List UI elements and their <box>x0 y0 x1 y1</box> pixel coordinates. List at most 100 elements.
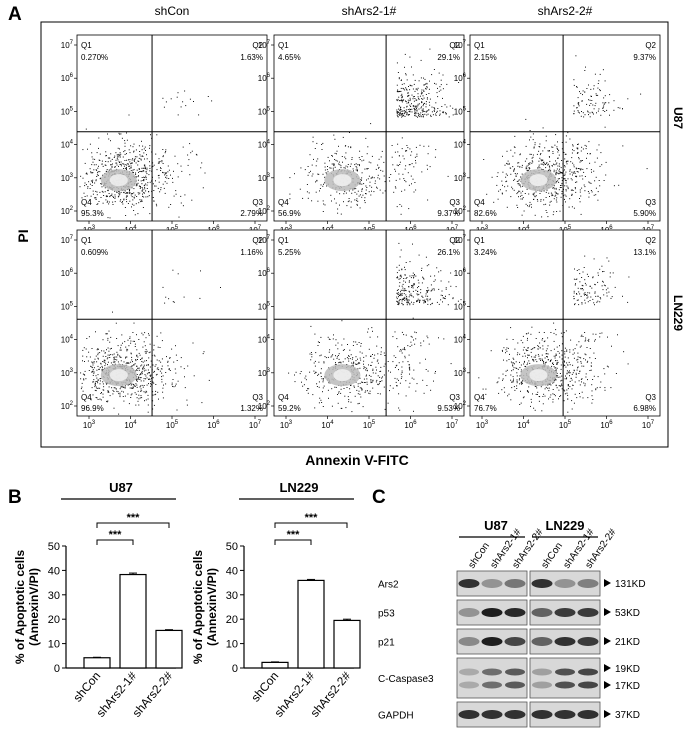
size-marker-arrow-3 <box>604 664 611 672</box>
q4-label: Q4 <box>81 393 92 402</box>
plot-border <box>469 34 661 222</box>
population-core <box>109 174 128 187</box>
significance-label-1: *** <box>127 512 141 524</box>
bar-0 <box>261 661 289 669</box>
y-tick-label: 10 <box>226 639 238 651</box>
size-marker-label-0: 131KD <box>615 579 646 590</box>
size-marker-label-3: 19KD <box>615 664 640 675</box>
y-tick-label: 107 <box>61 40 74 50</box>
band-19kd <box>482 668 502 676</box>
band-19kd <box>578 668 598 676</box>
row-label-0: U87 <box>671 107 685 129</box>
significance-label-0: *** <box>109 529 123 541</box>
band <box>504 608 526 617</box>
y-tick-label: 105 <box>258 301 271 311</box>
q1-value: 0.270% <box>81 53 108 62</box>
q1-value: 0.609% <box>81 248 108 257</box>
x-tick-label: 107 <box>249 420 262 430</box>
lane-label-0-0: shCon <box>466 541 492 571</box>
q2-value: 13.1% <box>633 248 656 257</box>
q3-label: Q3 <box>645 393 656 402</box>
y-tick-label: 105 <box>454 106 467 116</box>
y-tick-label: 106 <box>258 73 271 83</box>
scatter-points <box>80 269 221 415</box>
category-label-0: shCon <box>70 669 103 705</box>
q3-label: Q3 <box>449 393 460 402</box>
size-marker-arrow-0 <box>604 579 611 587</box>
lane-label-1-0: shCon <box>539 541 565 571</box>
q2-label: Q2 <box>645 41 656 50</box>
q4-label: Q4 <box>474 198 485 207</box>
y-tick-label: 0 <box>54 663 60 675</box>
band <box>481 710 503 719</box>
band-17kd <box>482 681 502 689</box>
y-tick-label: 105 <box>454 301 467 311</box>
q1-value: 2.15% <box>474 53 497 62</box>
chart-title: LN229 <box>279 480 318 495</box>
y-tick-label: 103 <box>61 173 74 183</box>
chart-title: U87 <box>109 480 133 495</box>
band-19kd <box>532 668 552 676</box>
q3-value: 1.32% <box>240 404 263 413</box>
q3-value: 6.98% <box>633 404 656 413</box>
size-marker-label-5: 37KD <box>615 710 640 721</box>
band-19kd <box>459 668 479 676</box>
x-tick-label: 104 <box>321 420 334 430</box>
flow-plot-0-2: Q1 2.15% Q2 9.37% Q3 5.90% Q4 82.6% 102 103 104 105… <box>454 34 661 235</box>
x-tick-label: 106 <box>207 420 220 430</box>
y-tick-label: 107 <box>258 40 271 50</box>
bar-2 <box>155 629 183 669</box>
y-axis-label-line1: % of Apoptotic cells <box>13 550 27 665</box>
x-tick-label: 107 <box>642 420 655 430</box>
q1-value: 4.65% <box>278 53 301 62</box>
x-tick-label: 104 <box>124 420 137 430</box>
q3-label: Q3 <box>645 198 656 207</box>
y-tick-label: 105 <box>61 301 74 311</box>
y-tick-label: 102 <box>454 401 467 411</box>
panel-a-frame <box>40 21 669 448</box>
band-17kd <box>555 681 575 689</box>
q3-value: 9.37% <box>437 209 460 218</box>
y-tick-label: 103 <box>454 368 467 378</box>
x-tick-label: 105 <box>363 420 376 430</box>
band <box>481 608 503 617</box>
plot-border <box>273 34 465 222</box>
y-tick-label: 104 <box>258 140 271 150</box>
q2-value: 29.1% <box>437 53 460 62</box>
y-tick-label: 0 <box>232 663 238 675</box>
panel-letter-b: B <box>8 487 22 508</box>
significance-label-0: *** <box>287 529 301 541</box>
column-title-2: shArs2-2# <box>538 4 593 18</box>
band <box>481 579 503 588</box>
q1-label: Q1 <box>81 41 92 50</box>
q2-value: 1.63% <box>240 53 263 62</box>
band-19kd <box>555 668 575 676</box>
significance-bracket-1 <box>274 522 348 528</box>
plot-border <box>273 229 465 417</box>
q1-label: Q1 <box>81 236 92 245</box>
apoptosis-bar-charts: % of Apoptotic cells (AnnexinV/PI)0102030… <box>13 480 361 720</box>
flow-plot-1-1: Q1 5.25% Q2 26.1% Q3 9.53% Q4 59.2% 102 103 104 105… <box>258 229 465 430</box>
y-tick-label: 30 <box>48 590 60 602</box>
significance-bracket-0 <box>96 539 134 545</box>
column-title-1: shArs2-1# <box>342 4 397 18</box>
y-axis-label-line2: (AnnexinV/PI) <box>205 568 219 646</box>
q3-value: 5.90% <box>633 209 656 218</box>
q3-label: Q3 <box>449 198 460 207</box>
q1-value: 5.25% <box>278 248 301 257</box>
band <box>577 579 599 588</box>
x-tick-label: 103 <box>280 420 293 430</box>
panel-letter-c: C <box>372 487 386 508</box>
flow-plot-0-1: Q1 4.65% Q2 29.1% Q3 9.37% Q4 56.9% 102 103 104 105… <box>258 34 465 235</box>
band <box>531 710 553 719</box>
band <box>458 637 480 646</box>
band <box>577 637 599 646</box>
y-tick-label: 102 <box>258 401 271 411</box>
blot-box-0-3 <box>456 657 528 699</box>
y-tick-label: 106 <box>61 268 74 278</box>
significance-bracket-0 <box>274 539 312 545</box>
size-marker-arrow-5 <box>604 710 611 718</box>
q1-label: Q1 <box>474 41 485 50</box>
q2-label: Q2 <box>449 41 460 50</box>
y-tick-label: 103 <box>258 368 271 378</box>
